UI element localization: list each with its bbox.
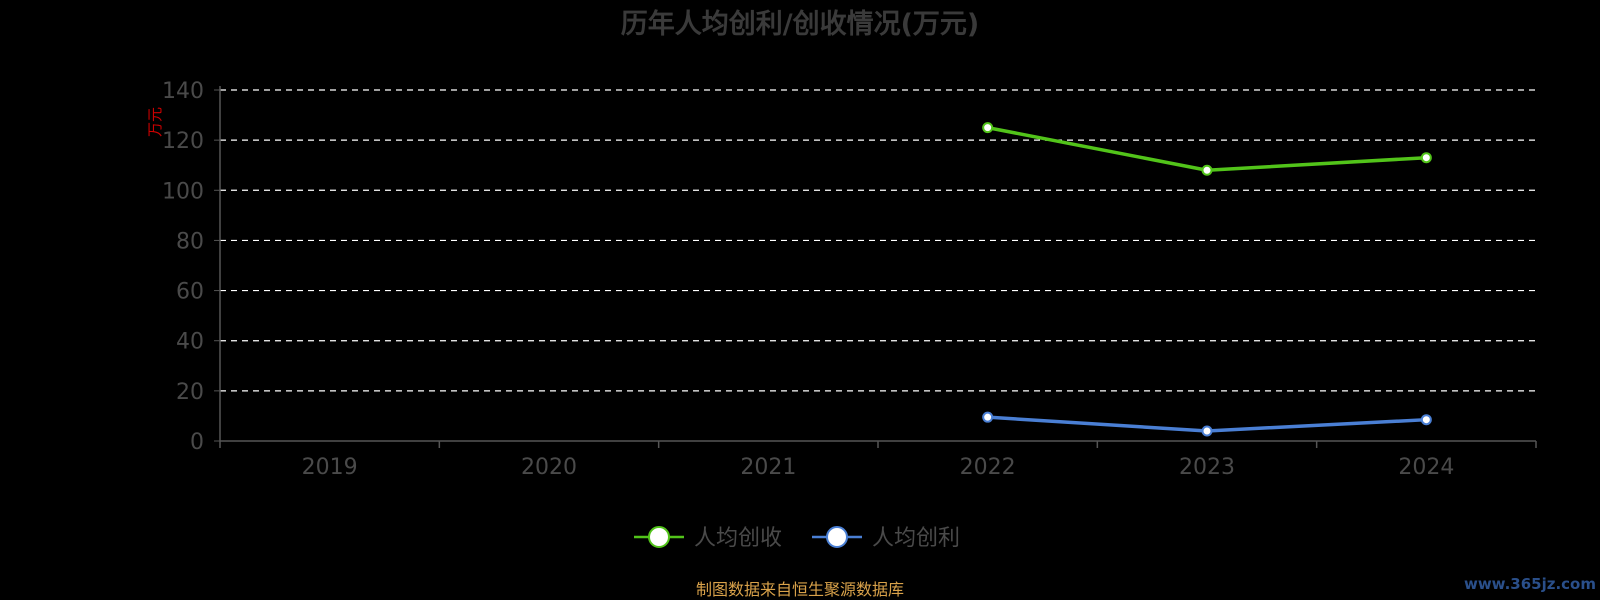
data-source-note: 制图数据来自恒生聚源数据库 bbox=[696, 580, 904, 599]
x-tick-label: 2024 bbox=[1398, 455, 1454, 480]
x-tick-label: 2021 bbox=[740, 455, 796, 480]
y-axis-ticks: 0 20 40 60 80 100 120 140 bbox=[162, 79, 220, 455]
x-axis-ticks: 2019 2020 2021 2022 2023 2024 bbox=[219, 441, 1537, 480]
legend-item-0[interactable]: 人均创收 bbox=[634, 526, 782, 551]
data-series bbox=[982, 122, 1432, 437]
y-tick-label: 60 bbox=[176, 280, 204, 305]
y-tick-label: 100 bbox=[162, 179, 204, 204]
y-tick-label: 80 bbox=[176, 229, 204, 254]
x-tick-label: 2020 bbox=[521, 455, 577, 480]
grid-lines bbox=[220, 89, 1536, 392]
y-axis-unit-label: 万元 bbox=[146, 107, 164, 137]
x-tick-label: 2023 bbox=[1179, 455, 1235, 480]
legend-label: 人均创收 bbox=[694, 526, 782, 551]
data-point[interactable] bbox=[982, 411, 994, 423]
y-tick-label: 120 bbox=[162, 129, 204, 154]
y-tick-label: 20 bbox=[176, 380, 204, 405]
data-point[interactable] bbox=[1201, 425, 1213, 437]
data-point[interactable] bbox=[1420, 414, 1432, 426]
legend[interactable]: 人均创收 人均创利 bbox=[634, 526, 960, 551]
data-point[interactable] bbox=[1420, 152, 1432, 164]
chart-title: 历年人均创利/创收情况(万元) bbox=[621, 8, 980, 40]
axes bbox=[219, 86, 1536, 442]
series-line-0 bbox=[987, 125, 1427, 172]
legend-marker-icon bbox=[648, 526, 670, 548]
data-point[interactable] bbox=[1201, 164, 1213, 176]
x-tick-label: 2019 bbox=[302, 455, 358, 480]
y-tick-label: 140 bbox=[162, 79, 204, 104]
data-point[interactable] bbox=[982, 122, 994, 134]
y-tick-label: 0 bbox=[190, 430, 204, 455]
legend-item-1[interactable]: 人均创利 bbox=[812, 526, 960, 551]
x-tick-label: 2022 bbox=[960, 455, 1016, 480]
y-tick-label: 40 bbox=[176, 330, 204, 355]
legend-label: 人均创利 bbox=[872, 526, 960, 551]
watermark: www.365jz.com bbox=[1464, 575, 1596, 593]
legend-marker-icon bbox=[826, 526, 848, 548]
